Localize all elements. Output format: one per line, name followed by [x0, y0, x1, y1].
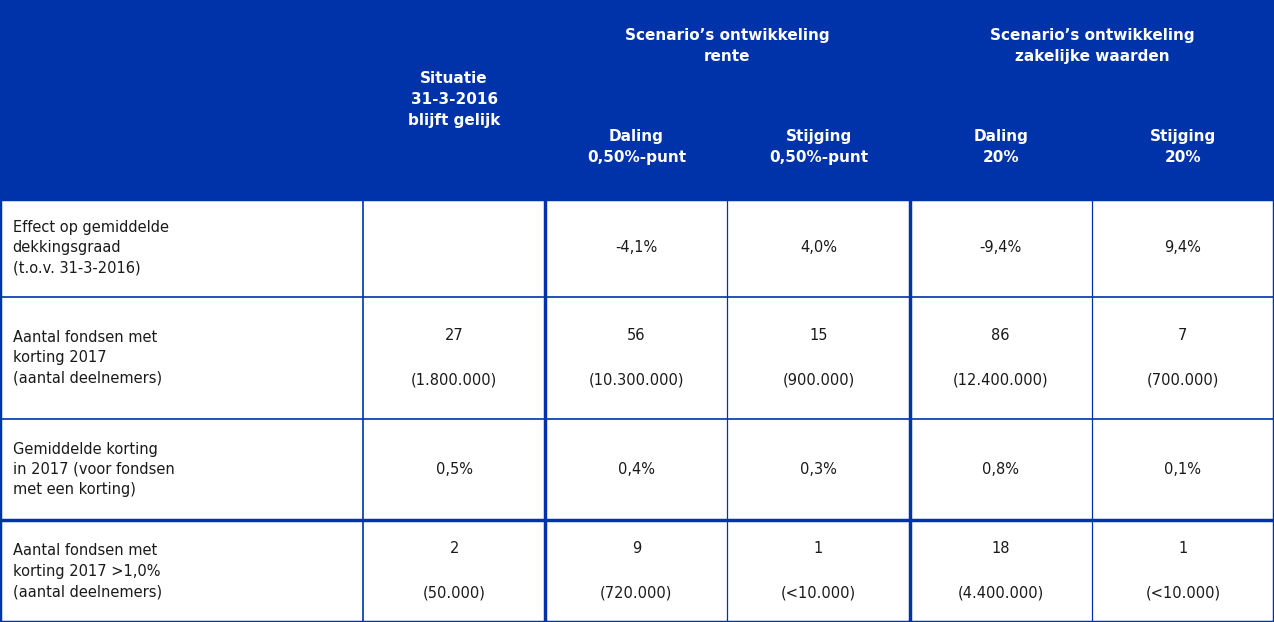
Text: 2

(50.000): 2 (50.000): [423, 542, 485, 601]
Text: -4,1%: -4,1%: [615, 240, 657, 256]
Bar: [0, 199, 1274, 297]
Text: Scenario’s ontwikkeling
rente: Scenario’s ontwikkeling rente: [626, 28, 829, 64]
Text: 9,4%: 9,4%: [1164, 240, 1201, 256]
Text: 1

(<10.000): 1 (<10.000): [781, 542, 856, 601]
Text: Stijging
20%: Stijging 20%: [1149, 129, 1217, 165]
Text: Effect op gemiddelde
dekkingsgraad
(t.o.v. 31-3-2016): Effect op gemiddelde dekkingsgraad (t.o.…: [13, 220, 168, 276]
Text: Situatie
31-3-2016
blijft gelijk: Situatie 31-3-2016 blijft gelijk: [408, 71, 501, 128]
Text: 9

(720.000): 9 (720.000): [600, 542, 673, 601]
Bar: [0, 419, 1274, 521]
Text: Aantal fondsen met
korting 2017
(aantal deelnemers): Aantal fondsen met korting 2017 (aantal …: [13, 330, 162, 386]
Text: 7

(700.000): 7 (700.000): [1147, 328, 1219, 388]
Text: 15

(900.000): 15 (900.000): [782, 328, 855, 388]
Bar: [0, 297, 1274, 419]
Text: 18

(4.400.000): 18 (4.400.000): [958, 542, 1043, 601]
Text: 1

(<10.000): 1 (<10.000): [1145, 542, 1220, 601]
Text: Daling
20%: Daling 20%: [973, 129, 1028, 165]
Text: 0,3%: 0,3%: [800, 462, 837, 477]
Text: Aantal fondsen met
korting 2017 >1,0%
(aantal deelnemers): Aantal fondsen met korting 2017 >1,0% (a…: [13, 543, 162, 599]
Text: 0,5%: 0,5%: [436, 462, 473, 477]
Text: 27

(1.800.000): 27 (1.800.000): [412, 328, 497, 388]
Bar: [0, 521, 1274, 622]
Text: 0,1%: 0,1%: [1164, 462, 1201, 477]
Text: -9,4%: -9,4%: [980, 240, 1022, 256]
Text: 86

(12.400.000): 86 (12.400.000): [953, 328, 1049, 388]
Text: 0,8%: 0,8%: [982, 462, 1019, 477]
Text: 56

(10.300.000): 56 (10.300.000): [589, 328, 684, 388]
Text: Gemiddelde korting
in 2017 (voor fondsen
met een korting): Gemiddelde korting in 2017 (voor fondsen…: [13, 442, 175, 498]
Text: Daling
0,50%-punt: Daling 0,50%-punt: [587, 129, 685, 165]
Text: 4,0%: 4,0%: [800, 240, 837, 256]
Text: 0,4%: 0,4%: [618, 462, 655, 477]
Bar: [0, 0, 1274, 199]
Text: Scenario’s ontwikkeling
zakelijke waarden: Scenario’s ontwikkeling zakelijke waarde…: [990, 28, 1194, 64]
Text: Stijging
0,50%-punt: Stijging 0,50%-punt: [769, 129, 868, 165]
